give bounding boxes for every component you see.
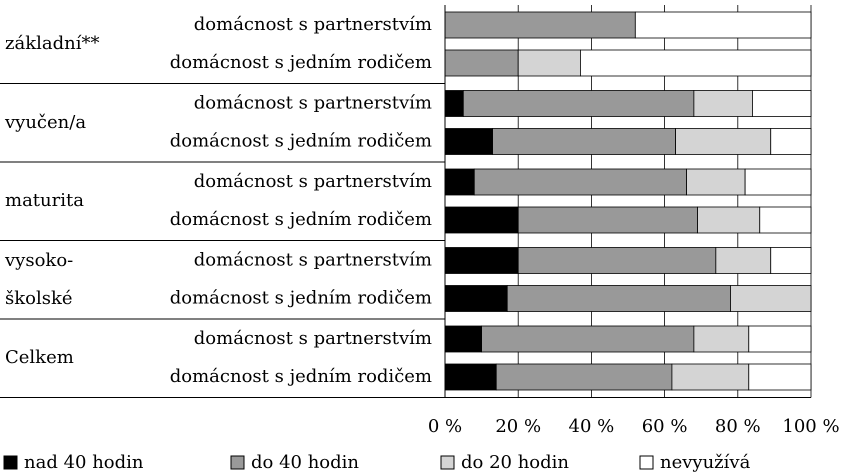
category-label: domácnost s jedním rodičem xyxy=(170,366,432,387)
category-label: domácnost s partnerstvím xyxy=(194,250,432,271)
bar-segment xyxy=(517,247,717,274)
bar-segment xyxy=(748,363,812,391)
bar-segment xyxy=(462,90,695,117)
bar-segment xyxy=(444,90,464,117)
bar-segment xyxy=(517,49,581,77)
category-label: domácnost s jedním rodičem xyxy=(170,209,432,230)
bar-segment xyxy=(770,128,812,155)
x-tick-label: 40 % xyxy=(569,416,615,437)
bar-segment xyxy=(495,363,673,391)
bar-segment xyxy=(444,363,497,391)
bar-segment xyxy=(444,247,519,274)
group-label: Celkem xyxy=(5,347,74,369)
bar-segment xyxy=(517,206,698,234)
bar-segment xyxy=(715,247,772,274)
bar-segment xyxy=(580,49,812,77)
bar-segment xyxy=(444,206,519,234)
bar-segment xyxy=(752,90,812,117)
bar-segment xyxy=(444,325,482,353)
legend-label: nad 40 hodin xyxy=(24,452,144,473)
category-label: domácnost s jedním rodičem xyxy=(170,52,432,73)
bar-segment xyxy=(759,206,812,234)
bar-segment xyxy=(444,49,519,77)
category-label: domácnost s partnerstvím xyxy=(194,14,432,35)
legend-swatch xyxy=(3,455,18,470)
x-tick-label: 100 % xyxy=(782,416,839,437)
group-label: vysoko- školské xyxy=(5,249,74,309)
bar-segment xyxy=(693,325,750,353)
legend-swatch xyxy=(639,455,654,470)
bar-segment xyxy=(744,168,812,196)
bar-segment xyxy=(697,206,761,234)
bar-segment xyxy=(444,285,508,312)
legend-label: do 40 hodin xyxy=(251,452,359,473)
bar-segment xyxy=(730,285,812,312)
x-tick-label: 60 % xyxy=(642,416,688,437)
bar-segment xyxy=(675,128,772,155)
bar-segment xyxy=(444,168,475,196)
group-label: maturita xyxy=(5,190,84,212)
bar-segment xyxy=(770,247,812,274)
category-label: domácnost s jedním rodičem xyxy=(170,288,432,309)
group-label: základní** xyxy=(5,33,100,55)
group-label: vyučen/a xyxy=(5,111,87,133)
x-tick-label: 80 % xyxy=(715,416,761,437)
bar-segment xyxy=(686,168,746,196)
bar-segment xyxy=(671,363,750,391)
legend-swatch xyxy=(440,455,455,470)
category-label: domácnost s partnerstvím xyxy=(194,93,432,114)
category-label: domácnost s partnerstvím xyxy=(194,171,432,192)
bar-segment xyxy=(444,128,493,155)
bar-segment xyxy=(693,90,753,117)
legend-label: do 20 hodin xyxy=(461,452,569,473)
bar-segment xyxy=(748,325,812,353)
bar-segment xyxy=(473,168,687,196)
bar-segment xyxy=(634,11,812,39)
bar-segment xyxy=(506,285,731,312)
legend-swatch xyxy=(230,455,245,470)
x-tick-label: 20 % xyxy=(495,416,541,437)
x-tick-label: 0 % xyxy=(428,416,462,437)
bar-segment xyxy=(444,11,636,39)
category-label: domácnost s jedním rodičem xyxy=(170,131,432,152)
bar-segment xyxy=(481,325,695,353)
category-label: domácnost s partnerstvím xyxy=(194,328,432,349)
legend-label: nevyužívá xyxy=(660,452,751,473)
bar-segment xyxy=(492,128,676,155)
